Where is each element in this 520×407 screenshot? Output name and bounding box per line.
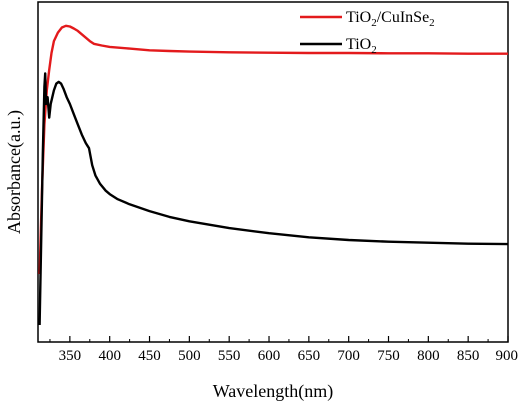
x-tick-label: 450 — [138, 348, 161, 364]
x-tick-label: 650 — [298, 348, 321, 364]
x-tick-label: 800 — [417, 348, 440, 364]
x-tick-label: 900 — [496, 348, 519, 364]
y-axis-title: Absorbance(a.u.) — [4, 110, 25, 234]
x-axis-ticks: 350 400 450 500 550 600 650 700 750 800 850 900 — [49, 336, 519, 364]
x-tick-label: 850 — [457, 348, 480, 364]
series-line-tio2-cuinse2 — [38, 24, 508, 275]
x-tick-label: 500 — [178, 348, 201, 364]
x-tick-label: 400 — [98, 348, 121, 364]
legend-label-tio2: TiO2 — [346, 36, 377, 56]
series-layer — [38, 24, 509, 326]
legend-label-tio2-cuinse2: TiO2/CuInSe2 — [346, 9, 435, 29]
x-tick-label: 700 — [337, 348, 360, 364]
x-tick-label: 750 — [377, 348, 400, 364]
x-tick-label: 350 — [59, 348, 82, 364]
x-tick-label: 600 — [258, 348, 281, 364]
plot-frame — [37, 1, 509, 343]
series-line-tio2 — [38, 72, 509, 326]
x-tick-label: 550 — [218, 348, 241, 364]
x-axis-title: Wavelength(nm) — [213, 381, 334, 402]
legend: TiO2/CuInSe2 TiO2 — [300, 9, 435, 56]
